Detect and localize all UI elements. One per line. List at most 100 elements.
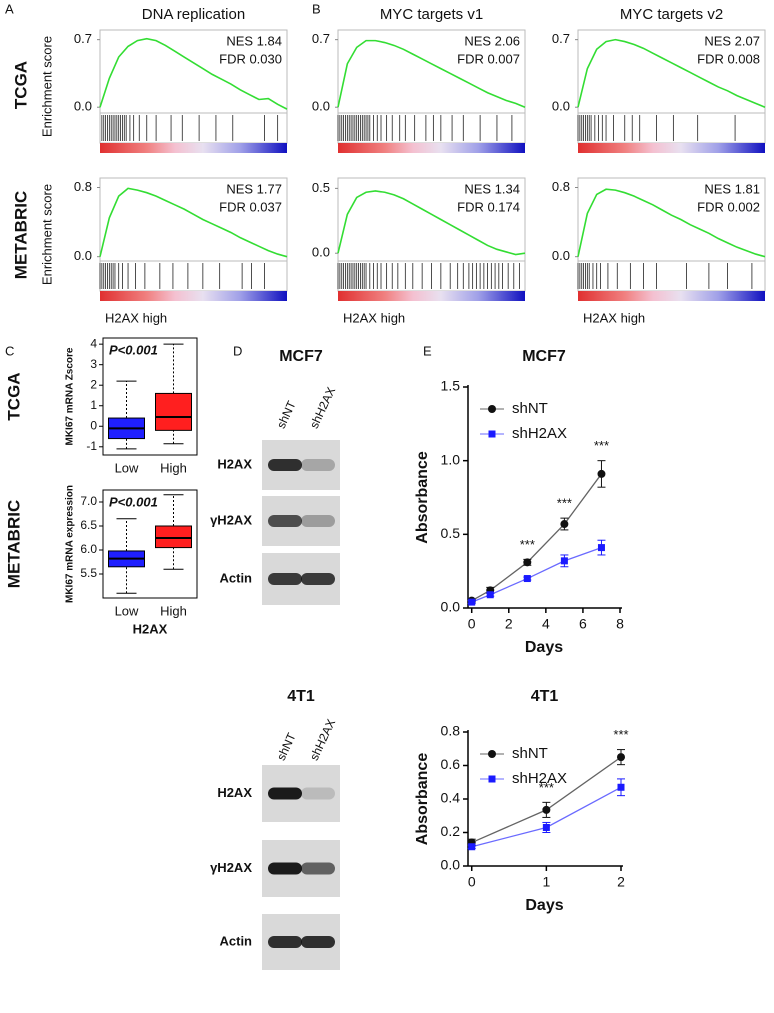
y-tick-label: -1 (86, 439, 97, 453)
legend-label: shNT (512, 745, 548, 762)
y-tick-label: 3 (90, 357, 97, 371)
x-tick-label: Low (115, 460, 139, 475)
point (468, 843, 476, 851)
blot-row-label: γH2AX (210, 512, 252, 527)
annotation: NES 1.84 (226, 33, 282, 48)
legend-label: shH2AX (512, 770, 567, 787)
x-tick-label: High (160, 603, 187, 618)
blot-row-label: γH2AX (210, 860, 252, 875)
legend-label: shH2AX (512, 425, 567, 442)
y-tick-label: 0.0 (441, 599, 461, 615)
y-tick-label: 4 (90, 336, 97, 350)
enrichment-curve (337, 39, 526, 108)
x-axis-label: Days (525, 897, 563, 914)
point (523, 575, 531, 583)
y-tick-label: 1 (90, 398, 97, 412)
y-axis-label: MKI67 mRNA expression (65, 485, 76, 603)
annotation: NES 2.07 (704, 33, 760, 48)
y-tick-label: 1.0 (441, 451, 461, 467)
box (155, 525, 192, 549)
box (155, 392, 192, 431)
x-tick-label: 0 (468, 874, 476, 890)
panel-letter: E (423, 343, 432, 358)
rank-colorbar (100, 291, 287, 301)
point (597, 544, 605, 552)
annotation: FDR 0.030 (219, 51, 282, 66)
legend-label: shNT (512, 400, 548, 417)
panel-letter: C (5, 343, 14, 358)
y-tick-label: 0.0 (74, 248, 92, 263)
annotation: FDR 0.007 (457, 51, 520, 66)
y-tick-label: 0.7 (74, 31, 92, 46)
rank-colorbar (338, 143, 525, 153)
plot-frame (102, 337, 198, 456)
y-tick-label: 0.0 (552, 99, 570, 114)
blot-row-label: H2AX (217, 785, 252, 800)
y-tick-label: 0.8 (552, 179, 570, 194)
row-label: TCGA (4, 372, 23, 420)
y-tick-label: 0.8 (74, 179, 92, 194)
panel-letter: A (5, 1, 14, 16)
y-axis-label: Enrichment score (39, 184, 54, 285)
point (486, 591, 494, 599)
blot-band (301, 862, 335, 875)
y-tick-label: 0.7 (312, 31, 330, 46)
hits-frame (99, 112, 288, 144)
blot-band (301, 787, 335, 800)
rank-colorbar (578, 143, 765, 153)
y-tick-label: 5.5 (80, 566, 97, 580)
enrichment-curve (99, 187, 288, 258)
significance: *** (520, 537, 535, 552)
significance: *** (594, 438, 609, 453)
blot-band (268, 862, 302, 875)
y-tick-label: 0.0 (441, 857, 461, 873)
x-tick-label: Low (115, 603, 139, 618)
rank-label: H2AX high (105, 310, 167, 325)
blot-row-label: H2AX (217, 456, 252, 471)
lane-label: shNT (274, 398, 299, 431)
y-axis-label: Enrichment score (39, 36, 54, 137)
x-tick-label: 8 (616, 616, 624, 632)
enrichment-curve (577, 188, 766, 258)
lane-label: shNT (274, 730, 299, 763)
rank-colorbar (338, 291, 525, 301)
significance: *** (539, 780, 554, 795)
y-axis-label: Absorbance (414, 753, 431, 846)
annotation: P<0.001 (109, 494, 158, 509)
y-tick-label: 0.0 (552, 248, 570, 263)
row-label: METABRIC (11, 191, 30, 279)
blot-band (268, 515, 302, 527)
blot-band (301, 459, 335, 471)
annotation: NES 1.34 (464, 181, 520, 196)
lane-label: shH2AX (307, 717, 338, 763)
rank-colorbar (100, 143, 287, 153)
y-tick-label: 0.4 (441, 790, 461, 806)
blot-band (301, 515, 335, 527)
y-axis-label: MKI67 mRNA Zscore (65, 347, 76, 445)
annotation: FDR 0.008 (697, 51, 760, 66)
x-tick-label: 6 (579, 616, 587, 632)
panel-letter: D (233, 343, 242, 358)
x-tick-label: 2 (617, 874, 625, 890)
series-line (471, 473, 602, 602)
y-tick-label: 1.5 (441, 378, 461, 394)
legend-marker (488, 430, 496, 438)
legend-marker (488, 775, 496, 783)
y-tick-label: 0.2 (441, 823, 461, 839)
y-tick-label: 0.5 (312, 180, 330, 195)
blot-band (268, 936, 302, 948)
y-tick-label: 6.0 (80, 542, 97, 556)
y-tick-label: 0.7 (552, 31, 570, 46)
annotation: NES 2.06 (464, 33, 520, 48)
legend-marker (488, 405, 496, 413)
blot-title: MCF7 (279, 348, 323, 365)
blot-row-label: Actin (220, 570, 253, 585)
point (542, 823, 550, 831)
y-tick-label: 2 (90, 377, 97, 391)
y-tick-label: 0.0 (312, 99, 330, 114)
point (523, 558, 532, 567)
chart-title: DNA replication (142, 6, 245, 23)
annotation: FDR 0.037 (219, 199, 282, 214)
x-tick-label: 0 (468, 616, 476, 632)
